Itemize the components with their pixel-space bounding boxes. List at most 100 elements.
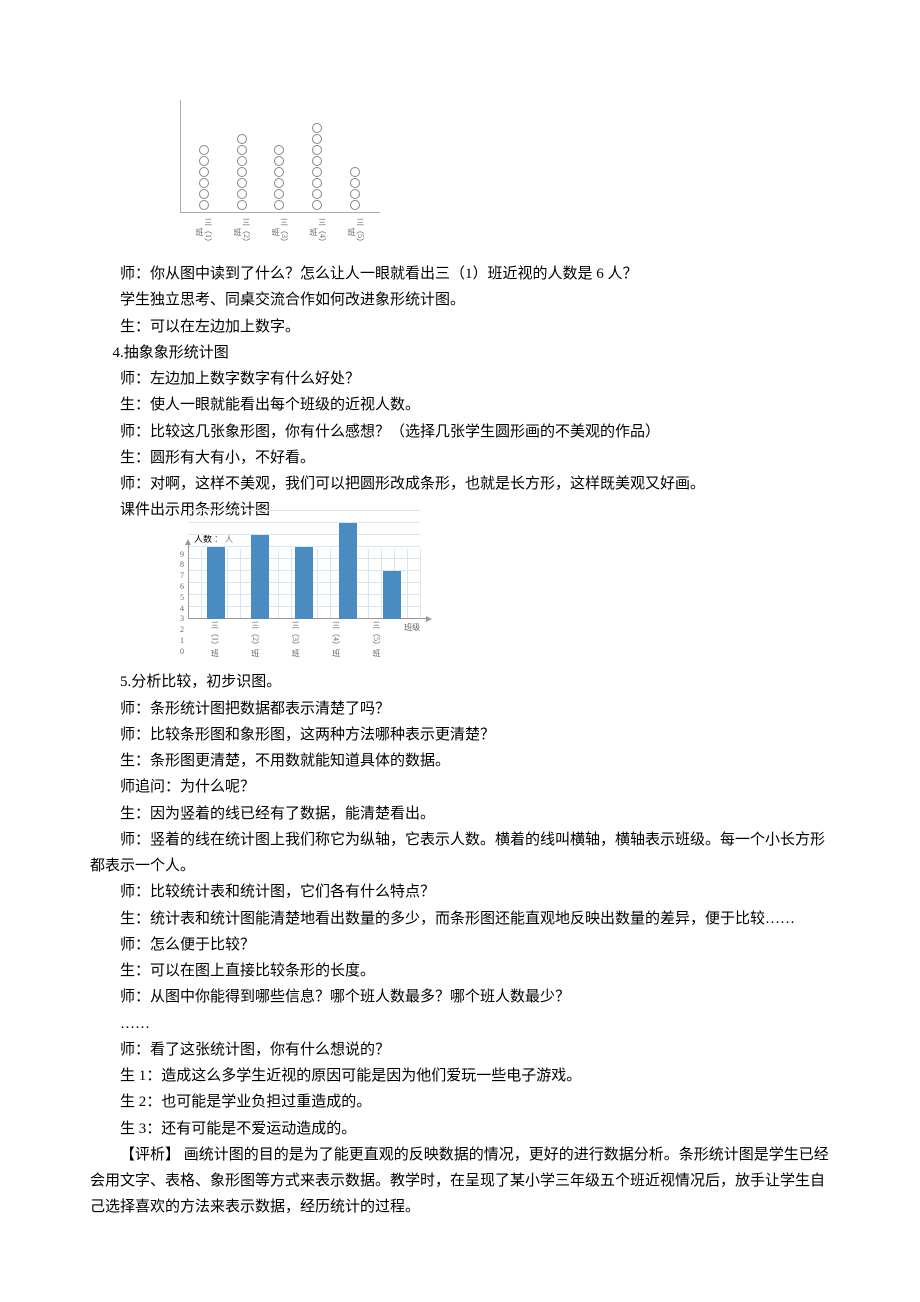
pictograph-circle-icon [312,145,322,155]
pictograph-circle-icon [312,167,322,177]
pictograph-circle-icon [199,167,209,177]
dialog-line: 师：对啊，这样不美观，我们可以把圆形改成条形，也就是长方形，这样既美观又好画。 [90,471,830,497]
pictograph-circle-icon [199,156,209,166]
dialog-line: 师追问：为什么呢？ [90,774,830,800]
y-tick-label: 0 [180,646,184,657]
pictograph-circle-icon [350,178,360,188]
pictograph-circle-icon [274,145,284,155]
y-tick-label: 6 [180,582,184,593]
gridline-h [188,510,420,511]
pictograph-circle-icon [199,178,209,188]
bar-xlabel: 三（4）班 [331,621,339,657]
pictograph-xlabel: 三（5）班 [346,215,364,249]
dialog-line: 师：比较条形图和象形图，这两种方法哪种表示更清楚？ [90,722,830,748]
y-tick-label: 1 [180,636,184,647]
y-tick-label: 8 [180,560,184,571]
dialog-line: 生：条形图更清楚，不用数就能知道具体的数据。 [90,748,830,774]
y-tick-label: 7 [180,571,184,582]
dialog-line: 【评析】 画统计图的目的是为了能更直观的反映数据的情况，更好的进行数据分析。条形… [90,1142,830,1221]
dialog-line: 生 2：也可能是学业负担过重造成的。 [90,1089,830,1115]
pictograph-xlabels: 三（1）班三（2）班三（3）班三（4）班三（5）班 [180,213,380,249]
gridline-h [188,522,420,523]
dialog-line: 生 1：造成这么多学生近视的原因可能是因为他们爱玩一些电子游戏。 [90,1063,830,1089]
pictograph-circle-icon [199,145,209,155]
bar-chart-bars [188,549,420,619]
dialog-block-2: 5.分析比较，初步识图。师：条形统计图把数据都表示清楚了吗？师：比较条形图和象形… [90,669,830,1220]
pictograph-xlabel: 三（2）班 [232,215,250,249]
pictograph-circle-icon [350,200,360,210]
pictograph-circle-icon [237,178,247,188]
pictograph-circle-icon [312,189,322,199]
pictograph-circle-icon [274,178,284,188]
pictograph-circle-icon [312,156,322,166]
bar-chart-xlabels: 三（1）班 三（2）班 三（3）班 三（4）班 三（5）班 [188,619,402,657]
y-tick-label: 2 [180,625,184,636]
dialog-line: 师：竖着的线在统计图上我们称它为纵轴，它表示人数。横着的线叫横轴，横轴表示班级。… [90,827,830,880]
bar-chart-plot [188,549,420,619]
pictograph-circle-icon [350,189,360,199]
bar [383,571,401,619]
bar-xlabel: 三（1）班 [210,621,218,657]
dialog-line: 4.抽象象形统计图 [90,340,830,366]
dialog-line: 5.分析比较，初步识图。 [90,669,830,695]
dialog-line: 生：使人一眼就能看出每个班级的近视人数。 [90,392,830,418]
dialog-line: 师：条形统计图把数据都表示清楚了吗？ [90,696,830,722]
pictograph-column [237,134,247,210]
y-axis-arrow-icon [185,539,191,545]
pictograph-circle-icon [312,123,322,133]
x-axis-arrow-icon [426,616,432,622]
bar [251,535,269,619]
bar-xlabel: 三（2）班 [250,621,258,657]
y-tick-label: 3 [180,614,184,625]
dialog-block-1: 师：你从图中读到了什么？怎么让人一眼就看出三（1）班近视的人数是 6 人？学生独… [90,261,830,524]
gridline-h [188,534,420,535]
pictograph-plot [180,100,380,213]
dialog-line: 生 3：还有可能是不爱运动造成的。 [90,1116,830,1142]
pictograph-chart: 三（1）班三（2）班三（3）班三（4）班三（5）班 [180,100,380,249]
dialog-line: 师：比较这几张象形图，你有什么感想？（选择几张学生圆形画的不美观的作品） [90,419,830,445]
y-tick-label: 4 [180,603,184,614]
pictograph-circle-icon [312,200,322,210]
pictograph-circle-icon [237,189,247,199]
pictograph-circle-icon [237,145,247,155]
pictograph-circle-icon [312,134,322,144]
dialog-line: 生：统计表和统计图能清楚地看出数量的多少，而条形图还能直观地反映出数量的差异，便… [90,906,830,932]
bar-chart-yaxis: 9876543210 [180,549,188,657]
bar [295,547,313,619]
pictograph-circle-icon [274,167,284,177]
pictograph-circle-icon [274,200,284,210]
bar [339,523,357,619]
y-tick-label: 5 [180,592,184,603]
pictograph-column [312,123,322,210]
pictograph-circle-icon [312,178,322,188]
pictograph-circle-icon [274,189,284,199]
pictograph-circle-icon [237,167,247,177]
gridline-v [420,549,421,619]
xlabel-text: 班级 [404,621,420,635]
dialog-line: 学生独立思考、同桌交流合作如何改进象形统计图。 [90,287,830,313]
pictograph-column [350,167,360,210]
pictograph-circle-icon [199,189,209,199]
pictograph-column [199,145,209,210]
dialog-line: 生：可以在图上直接比较条形的长度。 [90,958,830,984]
dialog-line: 师：怎么便于比较？ [90,932,830,958]
bar-xlabel: 三（3）班 [291,621,299,657]
bar-chart: 人数 ： 人 9876543210 三（1）班三（2）班三（3）班三（4）班三（… [180,532,420,658]
dialog-line: 师：比较统计表和统计图，它们各有什么特点？ [90,879,830,905]
pictograph-circle-icon [237,156,247,166]
pictograph-circle-icon [199,200,209,210]
pictograph-xlabel: 三（4）班 [308,215,326,249]
pictograph-circle-icon [237,134,247,144]
dialog-line: 师：左边加上数字数字有什么好处？ [90,366,830,392]
dialog-line: 师：你从图中读到了什么？怎么让人一眼就看出三（1）班近视的人数是 6 人？ [90,261,830,287]
dialog-line: 师：看了这张统计图，你有什么想说的？ [90,1037,830,1063]
pictograph-xlabel: 三（1）班 [194,215,212,249]
pictograph-circle-icon [274,156,284,166]
dialog-line: 生：可以在左边加上数字。 [90,314,830,340]
dialog-line: 师：从图中你能得到哪些信息？哪个班人数最多？哪个班人数最少？ [90,984,830,1010]
dialog-line: 生：因为竖着的线已经有了数据，能清楚看出。 [90,801,830,827]
pictograph-circle-icon [237,200,247,210]
y-tick-label: 9 [180,549,184,560]
bar-xlabel: 三（5）班 [372,621,380,657]
dialog-line: 生：圆形有大有小，不好看。 [90,445,830,471]
